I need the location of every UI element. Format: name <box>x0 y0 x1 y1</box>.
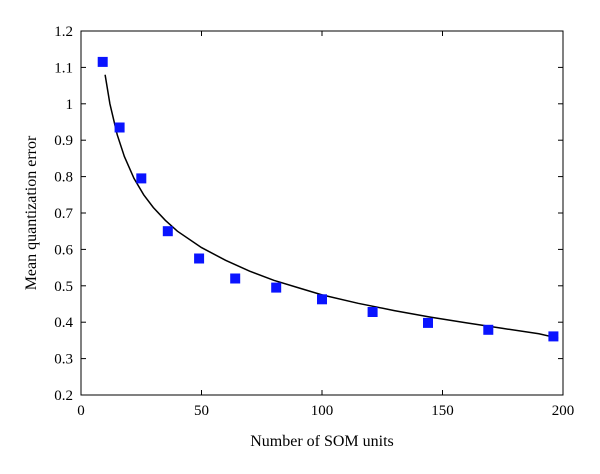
y-tick-label: 0.8 <box>54 170 73 186</box>
ticks: 0 50 100 150 200 0.2 0.3 0.4 0.5 0.6 0.7 0.8 0.9 1 1.1… <box>54 24 574 419</box>
data-point <box>230 273 241 284</box>
x-tick-label: 100 <box>311 403 334 419</box>
data-point <box>194 253 205 264</box>
data-point <box>423 317 433 328</box>
x-tick-label: 50 <box>194 403 209 419</box>
y-tick-label: 0.6 <box>54 242 73 258</box>
data-point <box>136 173 147 184</box>
x-tick-label: 0 <box>77 403 85 419</box>
data-point <box>317 294 327 305</box>
plot-frame <box>80 30 564 396</box>
data-point <box>483 324 494 335</box>
y-tick-label: 0.3 <box>54 352 73 368</box>
x-tick-label: 200 <box>552 403 575 419</box>
y-tick-label: 0.7 <box>54 206 73 222</box>
x-axis-label: Number of SOM units <box>250 433 394 450</box>
markers <box>97 56 559 342</box>
y-tick-label: 1 <box>66 97 74 113</box>
data-point <box>367 307 378 317</box>
y-axis-label: Mean quantization error <box>23 135 40 290</box>
y-tick-label: 0.4 <box>54 315 73 331</box>
x-tick-label: 150 <box>431 403 454 419</box>
data-point <box>548 331 559 342</box>
y-tick-label: 0.2 <box>54 388 73 404</box>
data-point <box>97 56 108 67</box>
data-point <box>162 226 173 237</box>
data-point <box>271 282 282 293</box>
y-tick-label: 1.2 <box>54 24 73 40</box>
y-tick-label: 1.1 <box>54 60 73 76</box>
fit-line <box>104 74 559 339</box>
data-point <box>114 122 125 133</box>
y-tick-label: 0.5 <box>54 279 73 295</box>
y-tick-label: 0.9 <box>54 133 73 149</box>
